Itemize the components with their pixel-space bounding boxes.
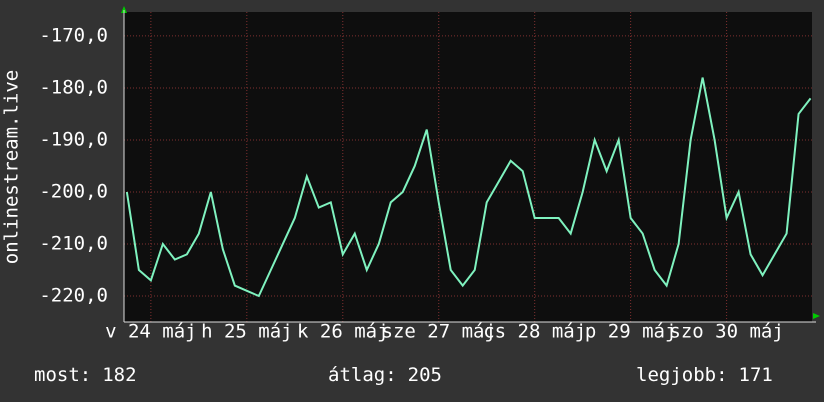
y-tick-label: -200,0 xyxy=(39,180,108,202)
stat: legjobb: 171 xyxy=(636,364,773,386)
y-tick-label: -180,0 xyxy=(39,76,108,98)
stat-label: átlag: xyxy=(328,364,397,386)
x-tick-label: sze 27 máj xyxy=(382,321,496,343)
stat-value: 171 xyxy=(739,364,773,386)
stat-label: legjobb: xyxy=(636,364,728,386)
y-axis-arrow xyxy=(121,6,127,13)
y-tick-label: -190,0 xyxy=(39,128,108,150)
x-axis-arrow xyxy=(813,313,820,319)
x-tick-label: cs 28 máj xyxy=(483,321,586,343)
stat-value: 182 xyxy=(102,364,136,386)
stat-value: 205 xyxy=(408,364,442,386)
y-tick-label: -170,0 xyxy=(39,24,108,46)
x-tick-label: szo 30 máj xyxy=(669,321,783,343)
stat: átlag: 205 xyxy=(328,364,442,386)
x-tick-label: p 29 máj xyxy=(585,321,677,343)
x-tick-label: h 25 máj xyxy=(201,321,293,343)
stat: most: 182 xyxy=(34,364,137,386)
x-tick-label: k 26 máj xyxy=(297,321,389,343)
plot-area xyxy=(124,12,812,322)
stat-label: most: xyxy=(34,364,91,386)
y-tick-label: -210,0 xyxy=(39,232,108,254)
data-line xyxy=(125,77,812,298)
y-axis-label: onlinestream.live xyxy=(1,70,23,264)
x-tick-label: v 24 máj xyxy=(105,321,197,343)
y-tick-label: -220,0 xyxy=(39,284,108,306)
